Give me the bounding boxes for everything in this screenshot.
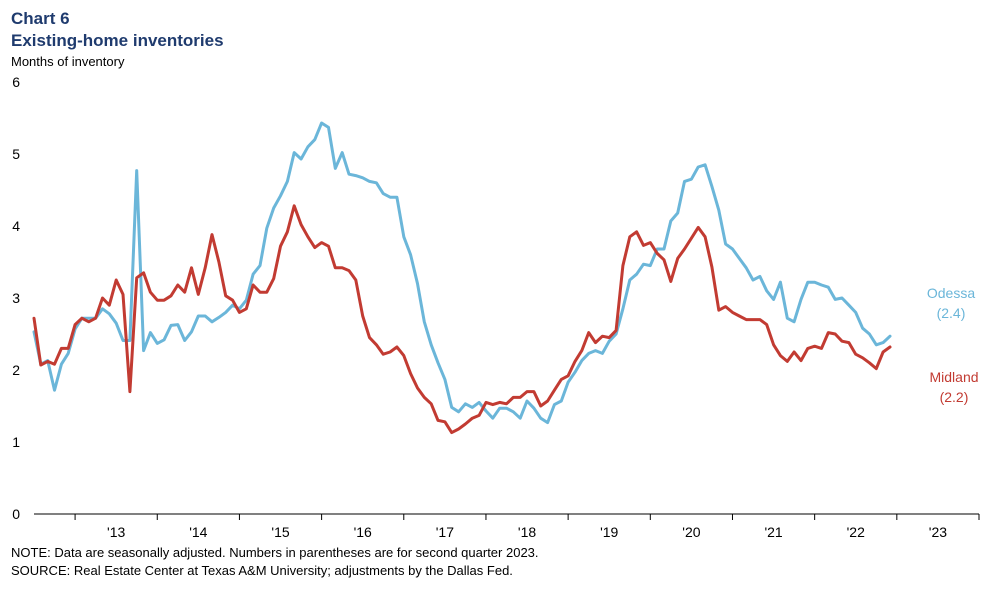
- x-tick-label: '20: [682, 524, 700, 540]
- midland-label: Midland (2.2): [920, 367, 988, 407]
- x-tick-label: '22: [847, 524, 865, 540]
- y-tick-label: 4: [12, 218, 20, 234]
- chart-source: SOURCE: Real Estate Center at Texas A&M …: [11, 563, 513, 578]
- y-tick-label: 2: [12, 362, 20, 378]
- x-tick-label: '14: [189, 524, 207, 540]
- chart-title: Existing-home inventories: [11, 31, 224, 50]
- series-line-odessa: [32, 121, 892, 425]
- y-tick-label: 5: [12, 146, 20, 162]
- x-tick-label: '19: [600, 524, 618, 540]
- odessa-label: Odessa (2.4): [920, 283, 982, 323]
- chart-number: Chart 6: [11, 9, 70, 28]
- x-tick-label: '13: [107, 524, 125, 540]
- y-tick-label: 1: [12, 434, 20, 450]
- x-tick-label: '23: [929, 524, 947, 540]
- midland-value: (2.2): [939, 389, 969, 405]
- x-tick-label: '15: [271, 524, 289, 540]
- series-line-midland: [32, 204, 892, 435]
- y-tick-label: 0: [12, 506, 20, 522]
- chart-note: NOTE: Data are seasonally adjusted. Numb…: [11, 545, 539, 560]
- x-tick-label: '21: [764, 524, 782, 540]
- y-tick-label: 3: [12, 290, 20, 306]
- y-tick-label: 6: [12, 74, 20, 90]
- midland-name: Midland: [929, 369, 979, 385]
- odessa-name: Odessa: [926, 285, 976, 301]
- x-tick-label: '18: [518, 524, 536, 540]
- x-tick-label: '17: [436, 524, 454, 540]
- x-tick-label: '16: [354, 524, 372, 540]
- line-chart: 0 1 2 3 4 5 6 '13 '14 '15 '16 '17 '18 '19 '20 '21 '22 '2…: [12, 74, 980, 540]
- y-axis-label: Months of inventory: [11, 54, 125, 69]
- odessa-value: (2.4): [936, 305, 966, 321]
